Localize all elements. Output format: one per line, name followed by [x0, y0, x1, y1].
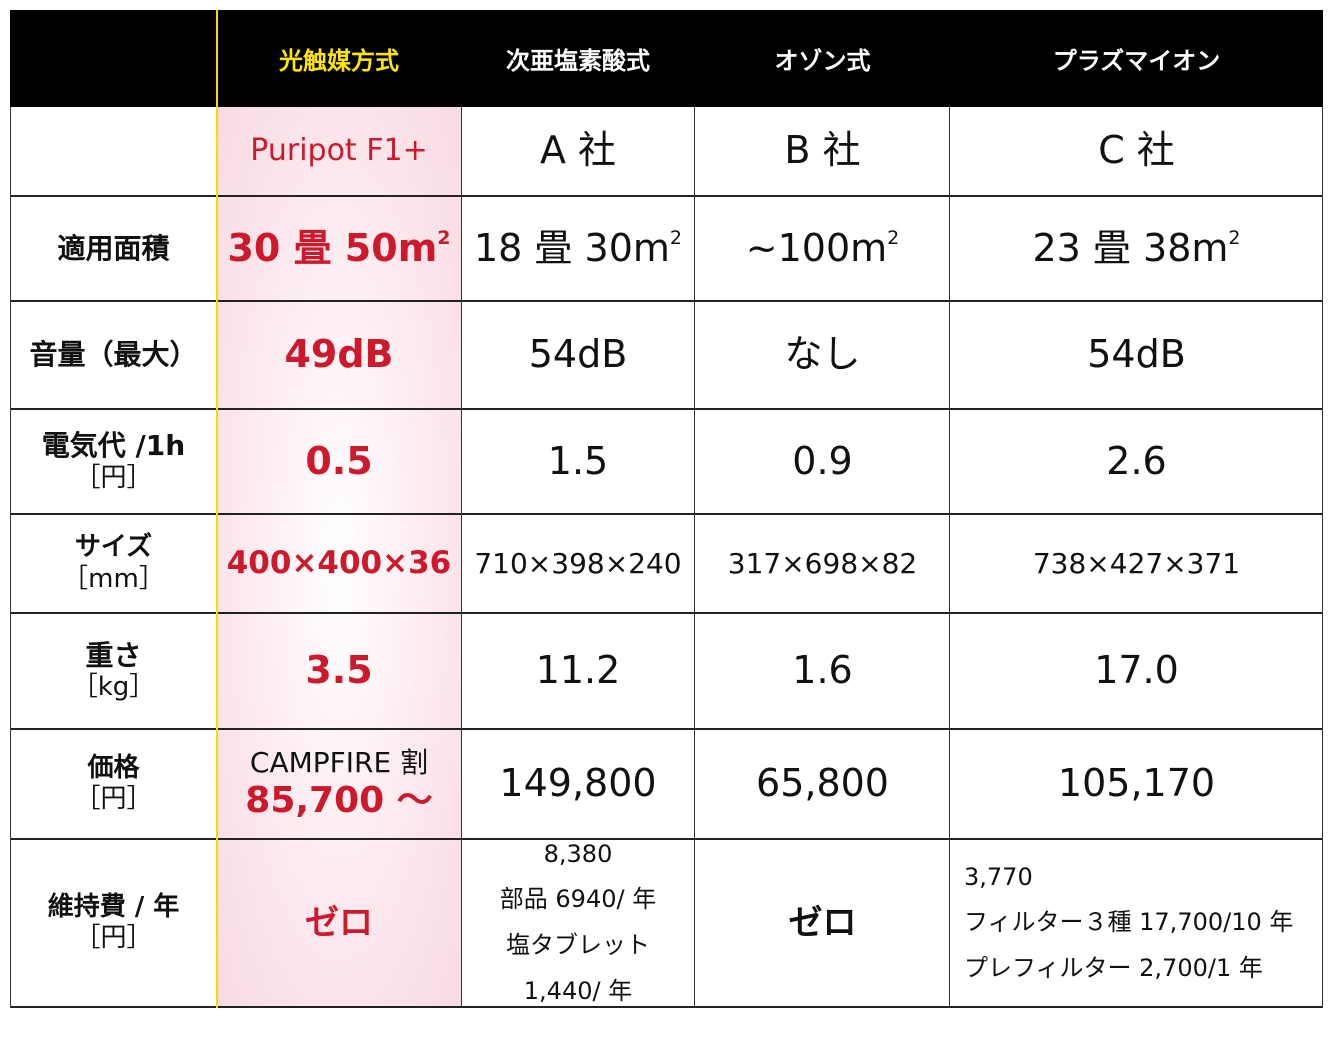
weight-a: 11.2 — [535, 648, 621, 693]
table-header: 光触媒方式 次亜塩素酸式 オゾン式 プラズマイオン — [10, 10, 1323, 107]
row-divider — [10, 195, 1323, 197]
column-divider — [10, 107, 11, 1008]
header-hypochlorous: 次亜塩素酸式 — [506, 47, 650, 75]
row-label-weight: 重さ ［kg］ — [10, 614, 217, 728]
size-puripot: 400×400×36 — [226, 544, 452, 581]
maintenance-c-line: プレフィルター 2,700/1 年 — [964, 953, 1263, 982]
brand-c: C 社 — [1098, 128, 1175, 173]
coverage-a: 18 畳 30m2 — [461, 197, 695, 300]
volume-c: 54dB — [1087, 332, 1186, 377]
weight-puripot: 3.5 — [305, 648, 373, 693]
maintenance-a-line: 8,380 — [543, 839, 613, 868]
maintenance-a-line: 1,440/ 年 — [523, 976, 633, 1005]
header-plasma-ion: プラズマイオン — [1052, 47, 1221, 75]
maintenance-unit: ［円］ — [74, 923, 153, 953]
price-label-text: 価格 — [87, 752, 140, 783]
electricity-puripot: 0.5 — [305, 438, 373, 483]
row-label-volume: 音量（最大） — [29, 338, 198, 372]
coverage-puripot: 30 畳 50m2 — [217, 197, 461, 300]
price-puripot-value: 85,700 ～ — [245, 780, 433, 822]
price-a: 149,800 — [499, 761, 657, 806]
row-divider — [10, 838, 1323, 840]
header-photocatalyst: 光触媒方式 — [279, 47, 399, 75]
price-unit: ［円］ — [74, 784, 153, 814]
size-label-text: サイズ — [74, 532, 153, 563]
header-ozone: オゾン式 — [774, 47, 871, 75]
row-label-price: 価格 ［円］ — [10, 730, 217, 838]
column-divider — [949, 107, 950, 1008]
coverage-puripot-value: 30 畳 50m — [227, 225, 438, 270]
comparison-table: 光触媒方式 次亜塩素酸式 オゾン式 プラズマイオン Puripot F1+ A … — [10, 10, 1323, 1008]
row-divider — [10, 612, 1323, 614]
superscript: 2 — [669, 226, 682, 249]
superscript: 2 — [437, 226, 451, 249]
maintenance-c: 3,770 フィルター３種 17,700/10 年 プレフィルター 2,700/… — [950, 840, 1323, 1006]
row-divider — [10, 300, 1323, 302]
campfire-discount-label: CAMPFIRE 割 — [249, 745, 429, 779]
superscript: 2 — [1228, 226, 1241, 249]
volume-a: 54dB — [528, 332, 628, 377]
weight-b: 1.6 — [792, 648, 853, 693]
maintenance-c-line: フィルター３種 17,700/10 年 — [964, 908, 1294, 937]
row-label-size: サイズ ［mm］ — [10, 515, 217, 612]
volume-b: なし — [784, 332, 861, 377]
coverage-a-value: 18 畳 30m — [474, 225, 670, 270]
weight-unit: ［kg］ — [71, 672, 156, 703]
highlight-column-bg — [217, 107, 461, 1008]
row-label-coverage: 適用面積 — [57, 231, 170, 265]
size-b: 317×698×82 — [727, 546, 918, 580]
electricity-a: 1.5 — [547, 438, 609, 483]
brand-a: A 社 — [539, 128, 617, 173]
maintenance-a-line: 部品 6940/ 年 — [499, 885, 657, 914]
column-divider — [461, 107, 462, 1008]
maintenance-label-text: 維持費 / 年 — [47, 891, 180, 922]
coverage-b: ~100m2 — [695, 197, 950, 300]
size-c: 738×427×371 — [1032, 546, 1241, 580]
weight-label-text: 重さ — [85, 638, 142, 672]
maintenance-c-line: 3,770 — [964, 862, 1033, 891]
maintenance-a-line: 塩タブレット — [506, 931, 650, 959]
coverage-c-value: 23 畳 38m — [1032, 225, 1229, 270]
brand-puripot: Puripot F1+ — [250, 133, 428, 168]
brand-b: B 社 — [784, 128, 861, 173]
price-puripot: CAMPFIRE 割 85,700 ～ — [217, 730, 461, 838]
maintenance-puripot: ゼロ — [305, 902, 373, 943]
electricity-unit: ［円］ — [74, 462, 153, 493]
volume-puripot: 49dB — [284, 332, 394, 377]
row-divider — [10, 513, 1323, 515]
electricity-c: 2.6 — [1106, 438, 1167, 483]
coverage-b-value: ~100m — [745, 225, 888, 270]
size-a: 710×398×240 — [474, 546, 682, 580]
row-label-maintenance: 維持費 / 年 ［円］ — [10, 840, 217, 1006]
weight-c: 17.0 — [1094, 648, 1179, 693]
electricity-b: 0.9 — [792, 438, 853, 483]
price-c: 105,170 — [1057, 761, 1216, 806]
column-divider — [694, 107, 695, 1008]
row-label-electricity: 電気代 /1h ［円］ — [10, 410, 217, 513]
maintenance-a: 8,380 部品 6940/ 年 塩タブレット 1,440/ 年 — [461, 840, 695, 1006]
row-divider — [10, 408, 1323, 410]
superscript: 2 — [887, 226, 900, 249]
price-b: 65,800 — [756, 761, 889, 806]
column-divider — [1322, 107, 1323, 1008]
row-divider — [10, 1006, 1323, 1008]
electricity-label-text: 電気代 /1h — [41, 429, 186, 463]
size-unit: ［mm］ — [62, 563, 165, 594]
maintenance-b: ゼロ — [788, 902, 857, 943]
highlight-yellow-line — [216, 10, 218, 1008]
coverage-c: 23 畳 38m2 — [950, 197, 1323, 300]
row-divider — [10, 728, 1323, 730]
